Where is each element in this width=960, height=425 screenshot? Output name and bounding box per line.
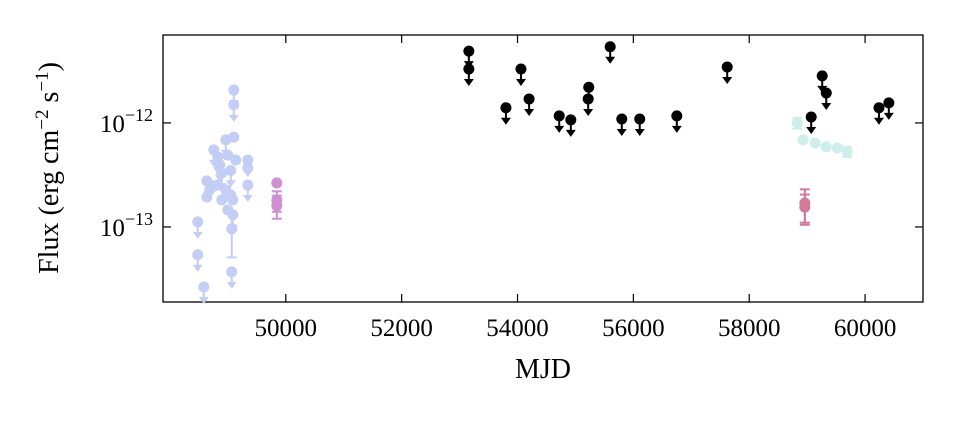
data-point <box>271 200 283 212</box>
arrow-head <box>671 125 682 133</box>
x-axis-label: MJD <box>515 354 571 385</box>
data-point <box>198 281 210 293</box>
y-tick-base: 10 <box>100 215 125 242</box>
x-tick-label: 58000 <box>718 315 781 342</box>
arrow-head <box>565 129 576 137</box>
data-point <box>604 41 616 53</box>
data-point <box>500 102 512 114</box>
data-point <box>228 84 240 96</box>
plot-frame <box>162 34 924 303</box>
data-point <box>841 146 853 158</box>
x-tick-label: 54000 <box>486 315 549 342</box>
arrow-head <box>515 78 526 86</box>
arrow-head <box>242 195 253 203</box>
data-point <box>192 249 204 261</box>
data-point <box>216 194 228 206</box>
data-point <box>634 113 646 125</box>
data-point <box>271 177 283 189</box>
arrow-head <box>806 127 817 135</box>
x-tick-label: 52000 <box>370 315 433 342</box>
arrow-head <box>722 76 733 84</box>
data-point <box>671 110 683 122</box>
y-label-sup: −1 <box>32 71 53 91</box>
arrow-head <box>227 224 238 232</box>
y-label-part: s <box>34 92 65 110</box>
y-label-sup: −2 <box>32 110 53 130</box>
data-point <box>816 70 828 82</box>
data-point <box>227 194 239 206</box>
arrow-head <box>883 112 894 120</box>
data-point <box>242 162 254 174</box>
data-point <box>873 102 885 114</box>
y-axis-label: Flux (erg cm−2 s−1) <box>32 62 65 274</box>
arrow-head <box>463 78 474 86</box>
data-point <box>565 114 577 126</box>
data-point <box>883 97 895 109</box>
data-point <box>222 149 234 161</box>
arrow-head <box>821 102 832 110</box>
data-point <box>809 137 821 149</box>
y-tick-exponent: −13 <box>125 209 153 229</box>
data-point <box>228 99 240 111</box>
arrow-head <box>192 264 203 272</box>
arrow-head <box>583 108 594 116</box>
data-point <box>616 113 628 125</box>
x-tick-label: 60000 <box>834 315 897 342</box>
arrow-head <box>225 180 236 188</box>
y-tick-base: 10 <box>100 111 125 138</box>
arrow-head <box>583 97 594 105</box>
data-point <box>831 142 843 154</box>
arrow-head <box>554 125 565 133</box>
data-point <box>583 81 595 93</box>
arrow-head <box>228 114 239 122</box>
y-tick-label: 10−12 <box>100 105 153 138</box>
data-point <box>463 45 475 57</box>
data-point <box>242 154 254 166</box>
y-label-part: Flux (erg cm <box>34 130 65 274</box>
x-tick-label: 56000 <box>602 315 665 342</box>
y-label-part: ) <box>34 62 65 71</box>
arrow-head <box>226 281 237 289</box>
data-point <box>799 201 811 213</box>
data-point <box>242 179 254 191</box>
data-point <box>228 131 240 143</box>
arrow-head <box>634 129 645 137</box>
arrow-head <box>605 56 616 64</box>
arrow-head <box>524 108 535 116</box>
data-point <box>553 110 565 122</box>
arrow-head <box>198 296 209 304</box>
arrow-head <box>192 231 203 239</box>
data-point <box>721 61 733 73</box>
arrow-head <box>873 117 884 125</box>
arrow-head <box>616 129 627 137</box>
x-tick-label: 50000 <box>255 315 318 342</box>
data-point <box>820 87 832 99</box>
data-point <box>226 266 238 278</box>
data-point <box>227 209 239 221</box>
data-point <box>216 167 228 179</box>
data-point <box>820 141 832 153</box>
data-point <box>515 63 527 75</box>
data-point <box>192 216 204 228</box>
data-point <box>791 117 803 129</box>
arrow-head <box>500 117 511 125</box>
y-tick-exponent: −12 <box>125 105 153 125</box>
data-point <box>523 93 535 105</box>
data-point <box>463 63 475 75</box>
data-point <box>805 111 817 123</box>
data-point <box>230 154 242 166</box>
data-point <box>225 164 237 176</box>
y-tick-label: 10−13 <box>100 209 153 242</box>
data-point <box>797 134 809 146</box>
